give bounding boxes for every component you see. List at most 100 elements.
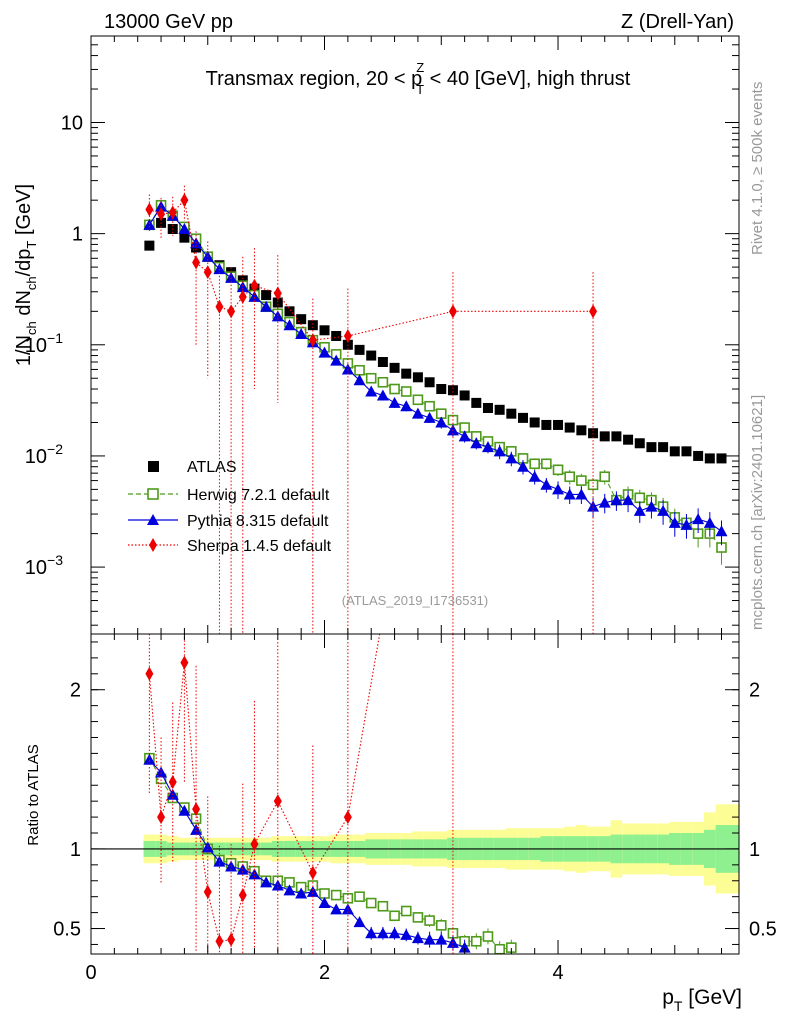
atlas-main-point — [658, 442, 669, 453]
pythia-main-point — [400, 400, 413, 412]
atlas-main-point — [494, 404, 505, 415]
x-tick-label: 4 — [552, 962, 563, 984]
herwig-ratio-point — [424, 915, 435, 926]
sherpa-main-point — [203, 265, 212, 280]
atlas-main-point — [681, 446, 692, 457]
sherpa-ratio-point — [180, 655, 189, 670]
pythia-main-point — [633, 504, 646, 516]
pythia-main-point — [458, 430, 471, 442]
atlas-main-point — [412, 372, 423, 383]
atlas-main-point — [553, 419, 564, 430]
pythia-main-point — [715, 525, 728, 537]
atlas-main-point — [611, 431, 622, 442]
legend-atlas-label: ATLAS — [187, 459, 237, 476]
pythia-main-point — [622, 494, 635, 506]
pythia-ratio-point — [318, 897, 331, 909]
herwig-main-point — [412, 394, 424, 406]
herwig-ratio-point — [330, 889, 342, 901]
pythia-ratio-point — [143, 753, 156, 765]
pythia-main-point — [341, 363, 354, 375]
atlas-main-point — [331, 330, 342, 341]
atlas-main-point — [366, 350, 377, 361]
atlas-main-point — [634, 438, 645, 449]
sherpa-ratio-point — [308, 865, 317, 880]
sherpa-ratio-point — [250, 837, 259, 852]
atlas-main-point — [447, 385, 458, 396]
main-y-tick-label: 10−2 — [25, 441, 63, 468]
legend-atlas-marker — [148, 461, 159, 472]
pythia-ratio-point — [330, 903, 343, 915]
pythia-main-point — [610, 494, 623, 506]
atlas-main-point — [471, 397, 482, 408]
pythia-ratio-point — [435, 933, 448, 945]
atlas-main-point — [482, 402, 493, 413]
pythia-main-point — [575, 488, 588, 500]
herwig-main-point — [634, 492, 646, 504]
pythia-ratio-point — [155, 766, 168, 778]
atlas-main-point — [716, 453, 727, 464]
main-y-label: 1/Nch dNch/dpT [GeV] — [13, 184, 39, 366]
main-title: Transmax region, 20 < pZ T < 40 [GeV], hi… — [206, 60, 631, 97]
sherpa-ratio-point — [215, 934, 224, 949]
pythia-ratio-point — [411, 932, 424, 944]
rivet-version-label: Rivet 4.1.0, ≥ 500k events — [749, 82, 766, 255]
sherpa-main-point — [273, 286, 282, 301]
sherpa-ratio-point — [192, 802, 201, 817]
pythia-ratio-point — [365, 927, 378, 939]
pythia-main-point — [540, 478, 553, 490]
pythia-main-point — [423, 411, 436, 423]
sherpa-ratio-line — [148, 634, 381, 942]
ratio-y-tick-label-right: 0.5 — [749, 919, 777, 941]
atlas-main-point — [284, 306, 295, 317]
pythia-ratio-point — [458, 941, 471, 953]
pythia-main-point — [143, 218, 156, 230]
atlas-main-point — [424, 377, 435, 388]
atlas-main-point — [307, 320, 318, 331]
sherpa-ratio-point — [203, 884, 212, 899]
ratio-y-tick-label-right: 2 — [749, 680, 760, 702]
atlas-main-point — [599, 431, 610, 442]
legend-herwig-marker — [147, 488, 159, 500]
pythia-main-point — [528, 470, 541, 482]
ratio-panel-frame — [90, 633, 740, 955]
legend-sherpa-label: Sherpa 1.4.5 default — [187, 538, 332, 555]
herwig-ratio-point — [412, 912, 424, 923]
atlas-main-point — [377, 357, 388, 368]
legend-entry-sherpa: Sherpa 1.4.5 default — [128, 538, 332, 555]
herwig-main-point — [400, 386, 412, 397]
pythia-ratio-point — [388, 927, 401, 939]
pythia-main-point — [680, 518, 693, 530]
pythia-main-point — [645, 500, 658, 512]
atlas-main-point — [144, 240, 155, 251]
pythia-ratio-point — [376, 927, 389, 939]
legend-entry-pythia: Pythia 8.315 default — [128, 513, 329, 530]
herwig-main-point — [541, 458, 552, 470]
sherpa-main-point — [589, 304, 598, 319]
sherpa-main-point — [250, 278, 259, 293]
herwig-ratio-point — [494, 943, 505, 954]
sherpa-ratio-point — [227, 932, 236, 947]
atlas-main-point — [436, 384, 447, 395]
pythia-main-point — [283, 319, 296, 331]
sherpa-ratio-point — [449, 205, 457, 219]
pythia-ratio-point — [306, 885, 319, 897]
pythia-main-point — [318, 346, 331, 358]
herwig-main-point — [377, 376, 389, 388]
sherpa-ratio-point — [168, 775, 177, 790]
main-axis-ticks: 10 1 10−1 10−2 10−3 — [25, 35, 739, 634]
legend-entry-herwig: Herwig 7.2.1 default — [128, 487, 330, 504]
main-y-tick-label: 10−3 — [25, 552, 63, 579]
pythia-main-point — [248, 290, 261, 302]
sherpa-main-point — [238, 289, 247, 304]
herwig-ratio-point — [389, 910, 400, 922]
pythia-main-point — [365, 385, 378, 397]
pythia-main-point — [213, 263, 226, 275]
pythia-main-point — [657, 504, 670, 516]
sherpa-main-point — [180, 193, 189, 208]
atlas-main-point — [529, 417, 540, 428]
sherpa-ratio-point — [273, 794, 282, 809]
legend-sherpa-marker — [149, 538, 157, 552]
pythia-main-point — [225, 271, 238, 283]
sherpa-main-point — [227, 304, 236, 319]
